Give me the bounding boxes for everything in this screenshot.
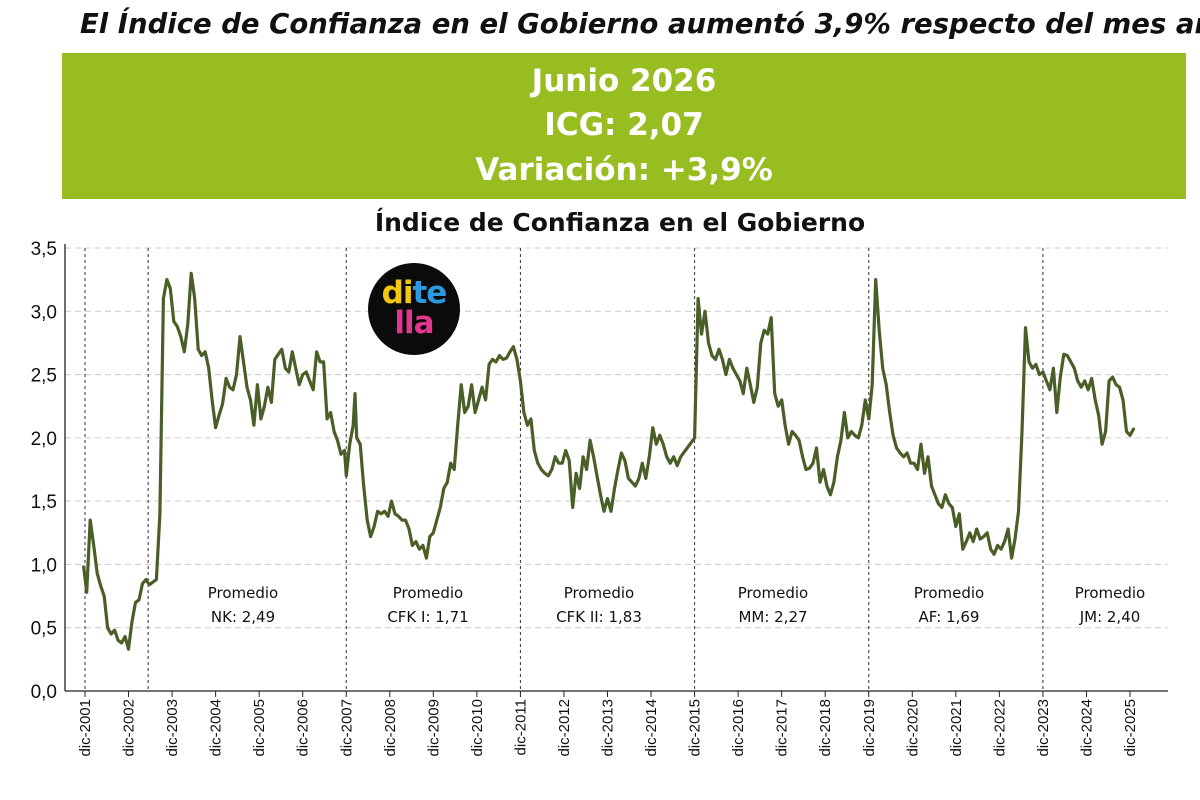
- y-tick-label: 1,5: [31, 492, 57, 513]
- y-tick-labels: 0,0 0,5 1,0 1,5 2,0 2,5 3,0 3,5: [31, 239, 57, 703]
- period-label-line1: Promedio: [564, 584, 635, 602]
- y-tick-label: 1,0: [31, 555, 57, 576]
- x-tick-label: dic-2003: [164, 699, 181, 757]
- series: [82, 271, 1136, 651]
- period-label-line1: Promedio: [393, 584, 464, 602]
- x-tick-label: dic-2007: [338, 699, 355, 757]
- x-tick-label: dic-2009: [425, 699, 442, 757]
- banner-icg-value: ICG: 2,07: [544, 107, 704, 143]
- period-label-line2: CFK I: 1,71: [387, 608, 468, 626]
- x-tick-label: dic-2012: [556, 699, 573, 757]
- x-tick-label: dic-2025: [1122, 699, 1139, 757]
- logo-text-te: te: [412, 275, 447, 311]
- banner-variation: Variación: +3,9%: [475, 152, 773, 188]
- logo-text-lla: lla: [394, 305, 434, 341]
- y-tick-label: 2,0: [31, 429, 57, 450]
- y-tick-label: 3,0: [31, 302, 57, 323]
- x-tick-label: dic-2010: [469, 699, 486, 757]
- x-tick-label: dic-2024: [1078, 699, 1095, 757]
- x-tick-label: dic-2014: [643, 699, 660, 757]
- y-tick-label: 3,5: [31, 239, 57, 260]
- logo-row-1: dite: [368, 278, 460, 309]
- ditella-logo: dite lla: [368, 263, 460, 355]
- period-average-label: Promedio AF: 1,69: [914, 584, 985, 626]
- x-tick-label: dic-2006: [295, 699, 312, 757]
- period-dividers: [84, 248, 1044, 691]
- period-label-line2: CFK II: 1,83: [556, 608, 642, 626]
- period-average-label: Promedio CFK II: 1,83: [556, 584, 642, 626]
- period-label-line1: Promedio: [738, 584, 809, 602]
- logo-row-2: lla: [368, 308, 460, 339]
- x-tick-label: dic-2001: [77, 699, 94, 757]
- x-tick-label: dic-2016: [730, 699, 747, 757]
- period-average-label: Promedio JM: 2,40: [1075, 584, 1146, 626]
- x-tick-label: dic-2017: [774, 699, 791, 757]
- y-tick-label: 0,5: [31, 619, 57, 640]
- period-label-line2: MM: 2,27: [738, 608, 807, 626]
- x-tick-label: dic-2004: [208, 699, 225, 757]
- x-tick-label: dic-2020: [904, 699, 921, 757]
- x-tick-label: dic-2019: [861, 699, 878, 757]
- period-average-label: Promedio NK: 2,49: [208, 584, 279, 626]
- x-tick-label: dic-2023: [1035, 699, 1052, 757]
- axes: [64, 244, 1168, 697]
- period-average-label: Promedio MM: 2,27: [738, 584, 809, 626]
- headline: El Índice de Confianza en el Gobierno au…: [80, 8, 1200, 40]
- period-label-line1: Promedio: [1075, 584, 1146, 602]
- x-tick-label: dic-2011: [512, 699, 529, 755]
- x-tick-label: dic-2022: [991, 699, 1008, 757]
- summary-banner: Junio 2026 ICG: 2,07 Variación: +3,9%: [62, 53, 1186, 199]
- period-label-line1: Promedio: [208, 584, 279, 602]
- x-tick-label: dic-2021: [948, 699, 965, 757]
- x-tick-label: dic-2005: [251, 699, 268, 757]
- x-tick-label: dic-2018: [817, 699, 834, 757]
- x-tick-label: dic-2015: [687, 699, 704, 757]
- logo-text-di: di: [381, 275, 414, 311]
- y-tick-label: 2,5: [31, 366, 57, 387]
- period-label-line1: Promedio: [914, 584, 985, 602]
- banner-period: Junio 2026: [531, 63, 717, 99]
- period-label-line2: JM: 2,40: [1079, 608, 1141, 626]
- period-average-label: Promedio CFK I: 1,71: [387, 584, 468, 626]
- period-label-line2: AF: 1,69: [919, 608, 980, 626]
- period-label-line2: NK: 2,49: [211, 608, 275, 626]
- chart-title: Índice de Confianza en el Gobierno: [374, 208, 866, 237]
- grid-lines: [65, 247, 1168, 629]
- x-tick-label: dic-2002: [121, 699, 138, 757]
- y-tick-label: 0,0: [31, 682, 57, 703]
- x-tick-label: dic-2013: [600, 699, 617, 757]
- icg-series-line: [82, 271, 1136, 651]
- x-tick-labels: dic-2001 dic-2002 dic-2003 dic-2004 dic-2005…: [77, 699, 1139, 757]
- x-tick-label: dic-2008: [382, 699, 399, 757]
